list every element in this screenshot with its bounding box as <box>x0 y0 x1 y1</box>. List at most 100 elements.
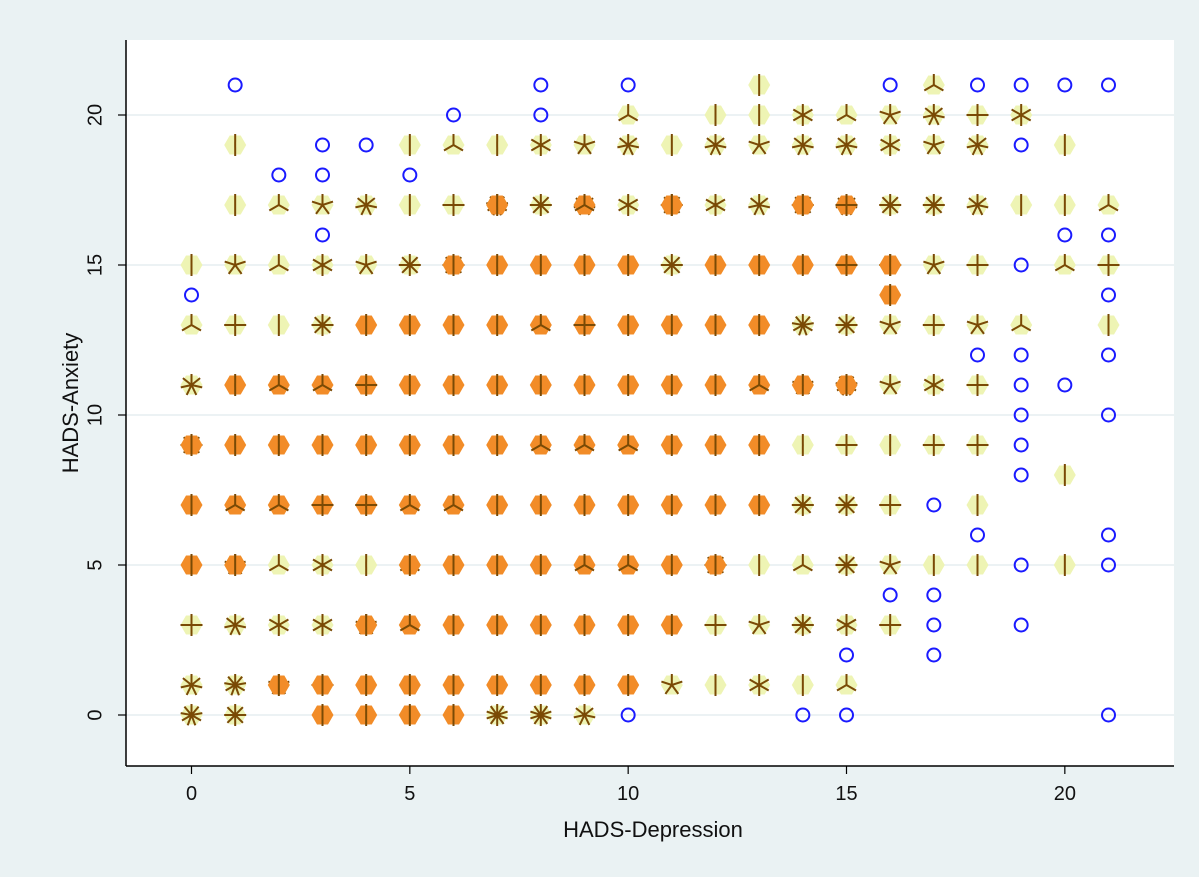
dark-sunflower <box>660 553 683 577</box>
sunflower-petal <box>758 384 770 392</box>
sunflower-petal <box>889 564 898 575</box>
sunflower-petal <box>622 144 630 156</box>
sunflower-petal <box>225 684 236 692</box>
dark-sunflower <box>529 433 552 455</box>
sunflower-petal <box>923 260 935 266</box>
dark-sunflower <box>748 253 771 277</box>
sunflower-petal <box>1098 204 1110 212</box>
sunflower-petal <box>1107 204 1119 212</box>
sunflower-petal <box>627 444 639 452</box>
sunflower-petal <box>401 256 411 266</box>
dark-sunflower <box>617 494 640 516</box>
data-point <box>839 647 854 663</box>
sunflower-petal <box>399 624 411 632</box>
sunflower-petal <box>748 204 760 209</box>
light-sunflower <box>879 373 902 395</box>
sunflower-petal <box>802 624 812 634</box>
sunflower-petal <box>845 564 856 574</box>
sunflower-petal <box>1011 324 1022 332</box>
dark-sunflower <box>617 614 640 636</box>
dark-sunflower <box>355 674 378 696</box>
sunflower-petal <box>881 204 891 214</box>
y-tick-label: 15 <box>84 254 106 276</box>
sunflower-petal <box>802 616 812 626</box>
sunflower-petal <box>714 137 725 146</box>
sunflower-petal <box>879 320 891 326</box>
y-tick-label: 10 <box>84 404 106 426</box>
dark-sunflower <box>311 374 334 395</box>
dark-sunflower <box>529 614 552 636</box>
sunflower-petal <box>758 204 765 216</box>
sunflower-petal <box>837 316 848 326</box>
dark-sunflower <box>617 553 640 575</box>
data-point <box>839 707 854 723</box>
sunflower-petal <box>663 256 673 266</box>
plot-area <box>126 40 1174 766</box>
light-sunflower <box>355 253 378 275</box>
sunflower-petal <box>278 384 289 392</box>
dark-sunflower <box>660 614 683 636</box>
dark-sunflower <box>355 314 378 336</box>
sunflower-petal <box>355 204 367 209</box>
sunflower-petal <box>749 684 760 692</box>
data-point <box>1057 227 1073 243</box>
sunflower-petal <box>618 114 629 122</box>
light-sunflower <box>1010 103 1033 127</box>
sunflower-petal <box>234 706 244 716</box>
data-point <box>533 77 549 93</box>
dark-sunflower <box>486 253 509 277</box>
light-sunflower <box>966 374 989 396</box>
sunflower-petal <box>540 204 550 214</box>
data-point <box>271 167 287 183</box>
sunflower-petal <box>230 684 237 696</box>
light-sunflower <box>1053 554 1076 576</box>
light-sunflower <box>617 193 640 217</box>
light-sunflower <box>660 673 683 695</box>
sunflower-petal <box>540 324 551 332</box>
sunflower-petal <box>837 496 848 506</box>
dark-sunflower <box>573 314 596 336</box>
light-sunflower <box>180 674 203 696</box>
dark-sunflower <box>398 554 421 576</box>
data-point <box>970 77 985 93</box>
sunflower-petal <box>540 138 551 146</box>
light-sunflower <box>180 704 203 726</box>
sunflower-petal <box>268 618 280 626</box>
dark-sunflower <box>486 373 509 397</box>
sunflower-petal <box>365 260 377 266</box>
sunflower-petal <box>802 108 813 116</box>
sunflower-petal <box>574 204 586 212</box>
sunflower-petal <box>190 677 201 686</box>
sunflower-petal <box>618 137 629 146</box>
sunflower-petal <box>970 324 979 335</box>
sunflower-petal <box>1020 324 1032 332</box>
light-sunflower <box>267 553 290 575</box>
dark-sunflower <box>617 433 640 455</box>
light-sunflower <box>398 194 421 216</box>
data-point <box>446 107 461 123</box>
dark-sunflower <box>573 494 596 516</box>
sunflower-petal <box>802 137 813 146</box>
sunflower-petal <box>840 144 848 156</box>
sunflower-petal <box>797 144 804 156</box>
light-sunflower <box>791 553 814 575</box>
dark-sunflower <box>617 373 640 397</box>
dark-sunflower <box>791 253 814 277</box>
light-sunflower <box>835 614 858 636</box>
sunflower-petal <box>234 682 247 686</box>
sunflower-petal <box>924 107 935 116</box>
sunflower-petal <box>749 197 760 206</box>
dark-sunflower <box>267 493 290 515</box>
sunflower-petal <box>627 137 638 146</box>
data-point <box>1101 347 1116 363</box>
sunflower-petal <box>530 144 542 152</box>
sunflower-petal <box>182 377 193 386</box>
data-point <box>1013 77 1029 93</box>
light-sunflower <box>267 613 290 637</box>
sunflower-petal <box>409 264 419 274</box>
sunflower-petal <box>530 714 542 720</box>
sunflower-petal <box>748 140 760 146</box>
sunflower-petal <box>365 204 372 216</box>
sunflower-petal <box>923 378 935 386</box>
